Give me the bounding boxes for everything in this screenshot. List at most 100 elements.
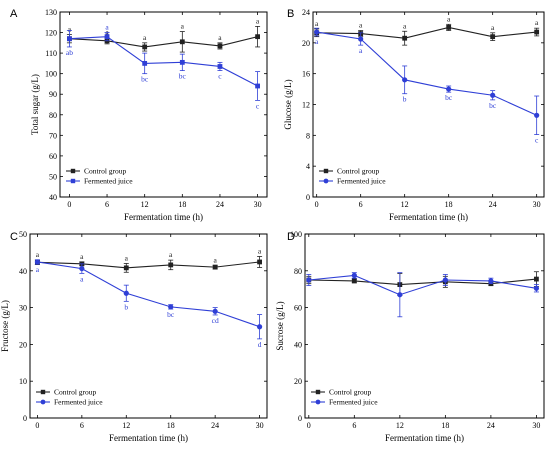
significance-label: a bbox=[125, 253, 129, 262]
y-tick-label: 60 bbox=[49, 152, 57, 161]
significance-label: a bbox=[359, 21, 363, 30]
x-tick-label: 6 bbox=[105, 200, 109, 209]
legend-marker bbox=[40, 399, 46, 405]
x-axis-title: Fermentation time (h) bbox=[109, 433, 188, 443]
series-line bbox=[37, 261, 260, 269]
data-point bbox=[534, 112, 540, 118]
data-point bbox=[534, 276, 539, 282]
significance-label: a bbox=[218, 33, 222, 42]
significance-label: c bbox=[256, 101, 260, 110]
y-tick-label: 70 bbox=[49, 131, 57, 140]
significance-label: bc bbox=[445, 93, 453, 102]
data-point bbox=[212, 264, 218, 270]
legend-marker bbox=[315, 389, 321, 395]
significance-label: a bbox=[403, 21, 407, 30]
y-tick-label: 30 bbox=[19, 304, 27, 313]
data-point bbox=[255, 34, 260, 40]
y-tick-label: 40 bbox=[19, 267, 27, 276]
significance-label: bc bbox=[179, 72, 187, 81]
significance-label: c bbox=[535, 136, 539, 145]
y-tick-label: 100 bbox=[45, 70, 57, 79]
data-point bbox=[168, 262, 174, 268]
significance-label: a bbox=[213, 255, 217, 264]
significance-label: c bbox=[218, 72, 222, 81]
significance-label: a bbox=[258, 246, 262, 255]
data-point bbox=[168, 304, 174, 310]
y-tick-label: 110 bbox=[45, 49, 57, 58]
chart-panel-b: B 0 4 8 12 16 20 24 0 6 12 18 24 30 Fermentation time … bbox=[283, 8, 545, 222]
series-control bbox=[306, 271, 539, 297]
x-tick-label: 12 bbox=[401, 200, 409, 209]
y-tick-label: 50 bbox=[19, 230, 27, 239]
x-tick-label: 24 bbox=[487, 421, 495, 430]
series-fermented: a a b bc bc c bbox=[314, 27, 540, 145]
significance-label: a bbox=[256, 16, 260, 25]
data-point bbox=[402, 77, 408, 83]
data-point bbox=[442, 277, 448, 283]
data-point bbox=[488, 278, 494, 284]
data-point bbox=[490, 34, 496, 40]
x-tick-label: 0 bbox=[307, 421, 311, 430]
data-point bbox=[179, 59, 185, 65]
panel-letter: B bbox=[287, 8, 294, 20]
y-tick-label: 40 bbox=[49, 193, 57, 202]
y-tick-label: 40 bbox=[294, 340, 302, 349]
data-point bbox=[397, 292, 403, 298]
data-point bbox=[314, 29, 320, 35]
data-point bbox=[255, 83, 260, 89]
plot-frame bbox=[304, 233, 545, 419]
data-point bbox=[104, 34, 110, 40]
significance-label: bc bbox=[141, 75, 149, 84]
data-point bbox=[217, 43, 223, 49]
significance-label: ab bbox=[66, 48, 73, 57]
x-tick-label: 30 bbox=[256, 421, 264, 430]
x-tick-label: 30 bbox=[254, 200, 262, 209]
x-axis-title: Fermentation time (h) bbox=[124, 212, 203, 222]
x-tick-label: 30 bbox=[533, 200, 541, 209]
chart-panel-c: C 0 10 20 30 40 50 0 6 12 18 24 30 Fermentation time … bbox=[0, 230, 268, 443]
y-tick-label: 50 bbox=[49, 172, 57, 181]
chart-panel-d: D 0 20 40 60 80 100 0 6 12 18 24 30 Fermentation time… bbox=[275, 230, 545, 443]
x-axis-title: Fermentation time (h) bbox=[389, 212, 468, 222]
x-tick-label: 6 bbox=[359, 200, 363, 209]
legend-label: Fermented juice bbox=[337, 177, 386, 186]
data-point bbox=[306, 277, 312, 283]
y-tick-label: 90 bbox=[49, 90, 57, 99]
y-axis-title: Fructose (g/L) bbox=[0, 300, 10, 352]
legend-marker bbox=[323, 178, 329, 184]
plot-frame bbox=[59, 11, 268, 198]
y-axis-title: Glucose (g/L) bbox=[283, 79, 293, 129]
significance-label: d bbox=[258, 340, 262, 349]
data-point bbox=[79, 265, 85, 272]
series-line bbox=[69, 36, 258, 87]
data-point bbox=[212, 308, 218, 314]
significance-label: cd bbox=[212, 316, 219, 325]
data-point bbox=[534, 29, 540, 35]
data-point bbox=[142, 60, 148, 66]
y-tick-label: 10 bbox=[19, 377, 27, 386]
legend-label: Control group bbox=[84, 167, 127, 176]
legend-label: Fermented juice bbox=[84, 177, 133, 186]
legend-label: Fermented juice bbox=[54, 398, 103, 407]
x-tick-label: 0 bbox=[315, 200, 319, 209]
legend-marker bbox=[70, 168, 76, 174]
series-line bbox=[316, 31, 537, 116]
x-tick-label: 18 bbox=[441, 421, 449, 430]
panel-letter: A bbox=[10, 8, 18, 20]
significance-label: a bbox=[169, 250, 173, 259]
legend-marker bbox=[315, 399, 321, 405]
x-tick-label: 18 bbox=[178, 200, 186, 209]
significance-label: a bbox=[80, 274, 84, 283]
y-tick-label: 4 bbox=[306, 162, 310, 171]
significance-label: a bbox=[143, 33, 147, 42]
panel-letter: C bbox=[10, 231, 18, 243]
x-tick-label: 12 bbox=[141, 200, 149, 209]
data-point bbox=[256, 324, 263, 330]
data-point bbox=[179, 39, 185, 45]
y-tick-label: 12 bbox=[302, 101, 310, 110]
significance-label: bc bbox=[167, 310, 175, 319]
legend-marker bbox=[40, 389, 46, 395]
data-point bbox=[123, 265, 129, 271]
